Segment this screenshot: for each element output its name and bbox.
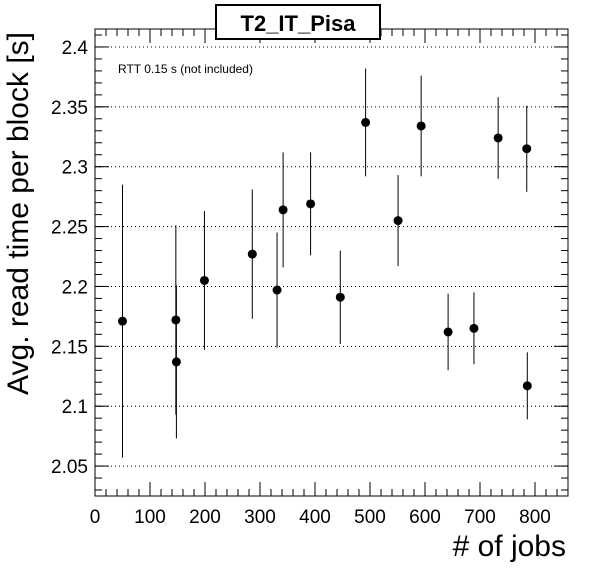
data-point (171, 357, 181, 367)
y-tick-label: 2.4 (62, 38, 89, 59)
data-point (118, 316, 127, 326)
y-tick-label: 2.3 (62, 158, 88, 179)
data-point (335, 292, 345, 302)
data-point (171, 315, 181, 325)
x-tick-label: 500 (354, 507, 386, 528)
y-tick-label: 2.15 (51, 337, 88, 358)
x-axis-title: # of jobs (453, 530, 566, 563)
x-tick-label: 800 (519, 507, 551, 528)
x-tick-labels: 0 100 200 300 400 500 600 700 800 (90, 507, 551, 528)
data-point (469, 323, 479, 333)
data-point (522, 381, 532, 391)
x-tick-label: 700 (464, 507, 496, 528)
y-tick-label: 2.2 (62, 277, 88, 298)
grid-lines (95, 46, 568, 467)
y-tick-label: 2.1 (62, 397, 88, 418)
data-point (522, 144, 532, 154)
annotation-text: RTT 0.15 s (not included) (118, 62, 253, 76)
data-point (443, 327, 453, 337)
y-tick-labels: 2.05 2.1 2.15 2.2 2.25 2.3 2.35 2.4 (51, 38, 88, 478)
data-point (416, 121, 426, 131)
chart-title: T2_IT_Pisa (241, 11, 357, 36)
y-axis-title: Avg. read time per block [s] (2, 32, 35, 395)
y-tick-label: 2.25 (51, 218, 88, 239)
data-point (199, 275, 209, 285)
x-tick-label: 200 (189, 507, 221, 528)
x-tick-label: 600 (409, 507, 441, 528)
data-point (278, 205, 288, 215)
x-tick-label: 400 (299, 507, 331, 528)
axis-ticks (94, 29, 569, 496)
data-point (247, 249, 257, 259)
data-point (493, 133, 503, 143)
y-tick-label: 2.35 (51, 98, 88, 119)
data-points (118, 68, 532, 458)
data-point (393, 216, 403, 226)
x-tick-label: 0 (90, 507, 101, 528)
x-tick-label: 300 (244, 507, 276, 528)
x-tick-label: 100 (134, 507, 166, 528)
plot-frame (94, 28, 569, 497)
title-box (215, 4, 381, 40)
data-point (306, 199, 316, 209)
data-point (272, 285, 282, 295)
y-tick-label: 2.05 (51, 457, 88, 478)
data-point (361, 117, 371, 127)
